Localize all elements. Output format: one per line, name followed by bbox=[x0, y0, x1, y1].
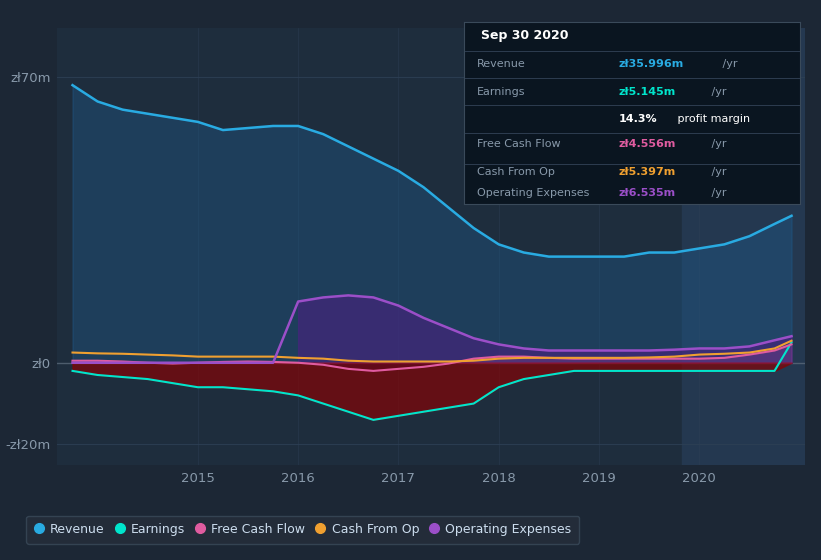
Text: /yr: /yr bbox=[708, 139, 726, 150]
Text: /yr: /yr bbox=[708, 87, 726, 96]
Text: Free Cash Flow: Free Cash Flow bbox=[477, 139, 561, 150]
Text: zł6.535m: zł6.535m bbox=[619, 189, 676, 198]
Bar bbox=[682, 28, 805, 465]
Text: /yr: /yr bbox=[708, 167, 726, 176]
Text: Cash From Op: Cash From Op bbox=[477, 167, 555, 176]
Text: Revenue: Revenue bbox=[477, 59, 526, 69]
Text: zł5.397m: zł5.397m bbox=[619, 167, 676, 176]
Text: Earnings: Earnings bbox=[477, 87, 525, 96]
Text: 14.3%: 14.3% bbox=[619, 114, 658, 124]
Text: Operating Expenses: Operating Expenses bbox=[477, 189, 589, 198]
Text: zł4.556m: zł4.556m bbox=[619, 139, 676, 150]
Text: profit margin: profit margin bbox=[674, 114, 750, 124]
Text: /yr: /yr bbox=[708, 189, 726, 198]
Text: Sep 30 2020: Sep 30 2020 bbox=[481, 29, 568, 41]
Legend: Revenue, Earnings, Free Cash Flow, Cash From Op, Operating Expenses: Revenue, Earnings, Free Cash Flow, Cash … bbox=[26, 516, 579, 544]
Text: /yr: /yr bbox=[718, 59, 737, 69]
Text: zł5.145m: zł5.145m bbox=[619, 87, 676, 96]
Text: zł35.996m: zł35.996m bbox=[619, 59, 684, 69]
